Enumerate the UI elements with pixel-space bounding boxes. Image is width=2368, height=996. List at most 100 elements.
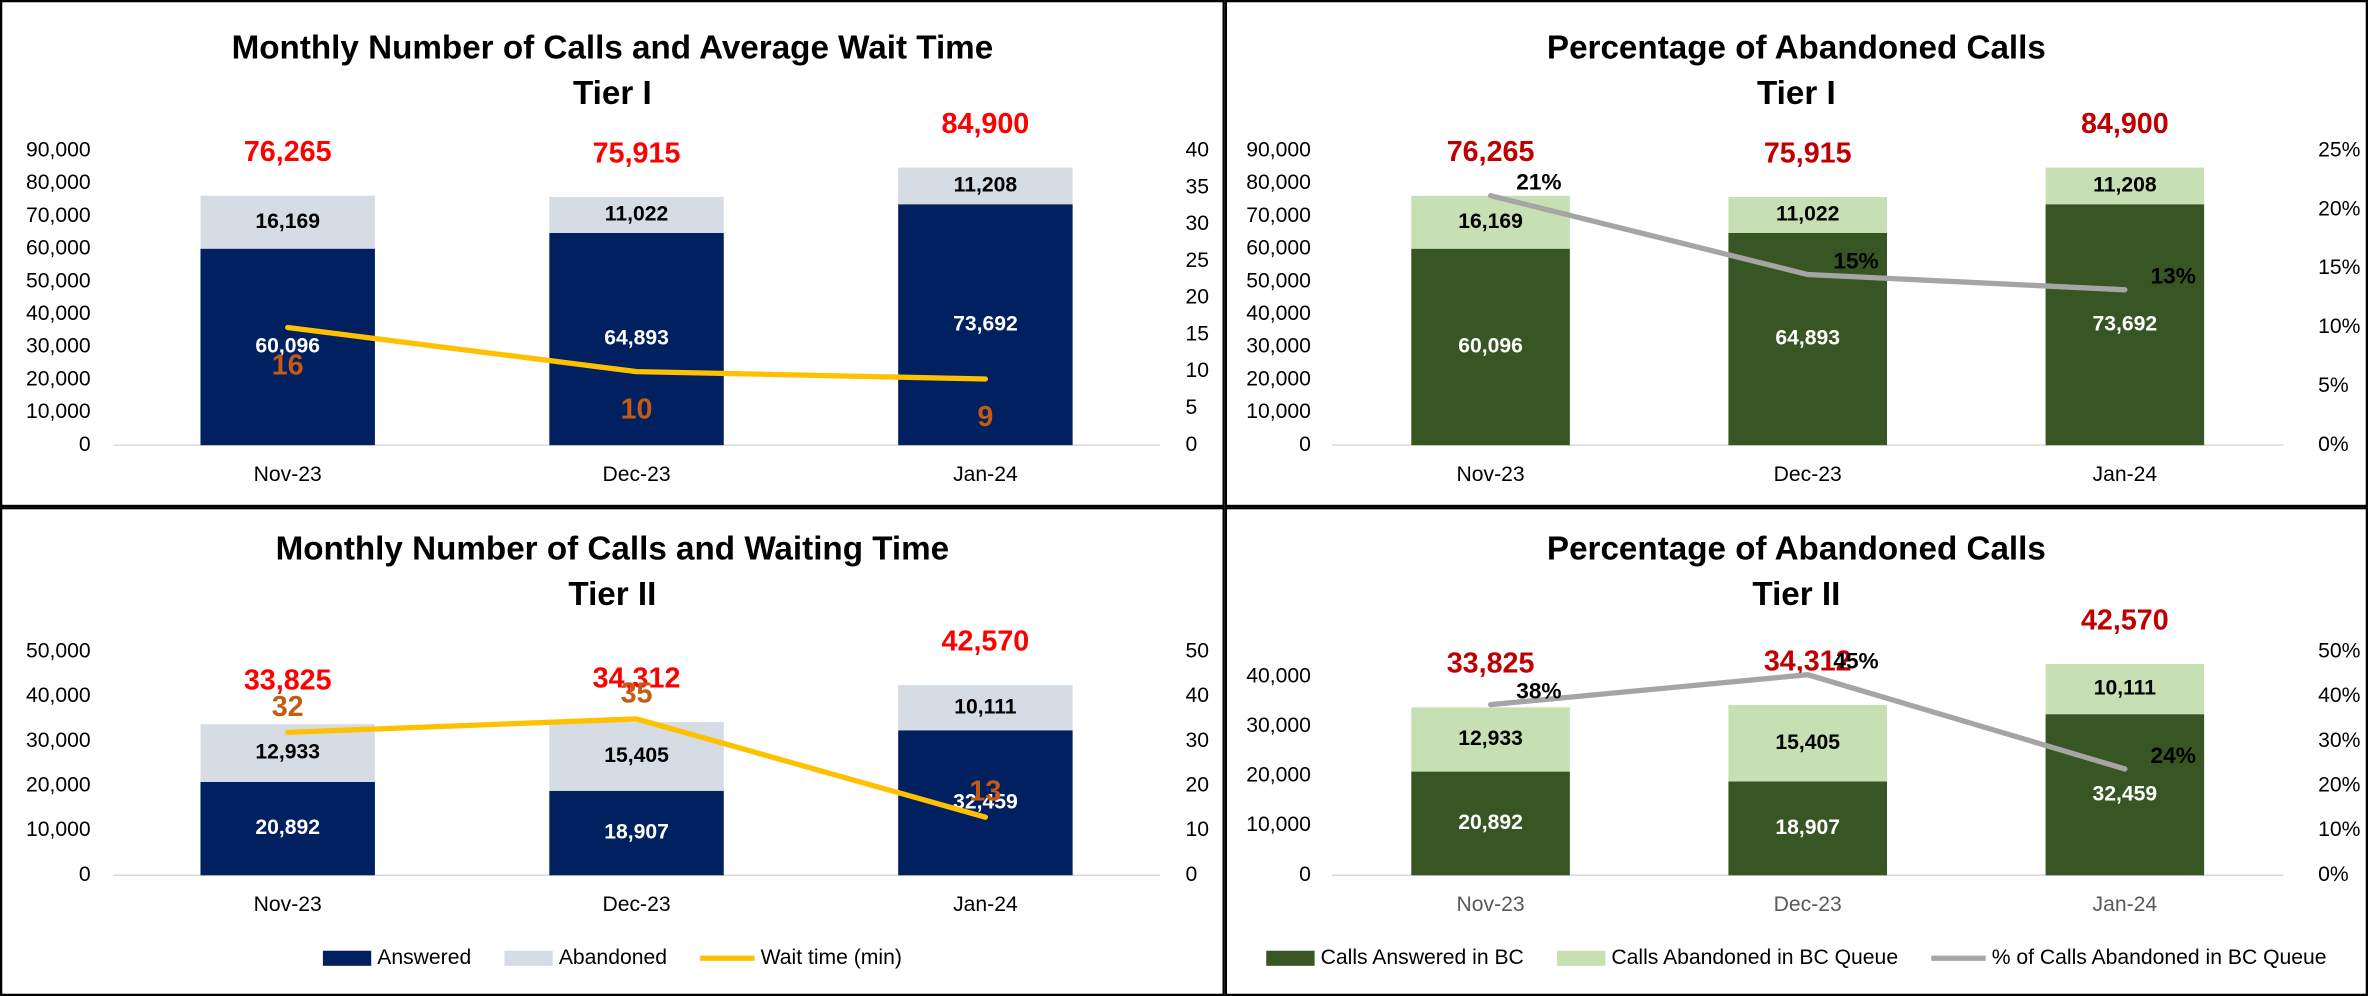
bar-segment bbox=[1728, 233, 1887, 446]
y-tick-label: 20,000 bbox=[26, 774, 91, 797]
y-tick-label: 0 bbox=[79, 863, 91, 886]
y2-tick-label: 5 bbox=[1186, 396, 1198, 419]
total-label: 34,312 bbox=[593, 662, 681, 694]
y-tick-label: 20,000 bbox=[1246, 367, 1311, 390]
y2-tick-label: 0 bbox=[1186, 863, 1198, 886]
bar-segment bbox=[898, 685, 1073, 731]
y-tick-label: 40,000 bbox=[1246, 664, 1311, 687]
line-value-label: 38% bbox=[1516, 679, 1561, 704]
y-tick-label: 60,000 bbox=[1246, 237, 1311, 260]
y2-tick-label: 15 bbox=[1186, 322, 1210, 345]
y2-tick-label: 0 bbox=[1186, 433, 1198, 456]
bar-value-label: 12,933 bbox=[255, 741, 320, 764]
bar-value-label: 60,096 bbox=[255, 335, 320, 358]
chart-subtitle: Tier II bbox=[568, 576, 656, 613]
bar-value-label: 16,169 bbox=[255, 210, 320, 233]
x-tick-label: Nov-23 bbox=[1457, 463, 1525, 486]
line-series bbox=[285, 324, 989, 382]
bar-segment bbox=[1411, 195, 1570, 249]
chart-panel: Monthly Number of Calls and Average Wait… bbox=[0, 0, 1225, 508]
bar-segment bbox=[2045, 204, 2205, 446]
y-tick-label: 70,000 bbox=[26, 204, 91, 227]
line-value-label: 35 bbox=[621, 677, 653, 709]
bar-segment bbox=[549, 790, 724, 876]
bar-value-label: 60,096 bbox=[1458, 335, 1523, 358]
total-label: 33,825 bbox=[1447, 648, 1535, 680]
bar-value-label: 18,907 bbox=[604, 821, 669, 844]
line-series bbox=[1487, 192, 2128, 293]
bar-segment bbox=[2045, 663, 2205, 715]
x-tick-label: Nov-23 bbox=[254, 463, 322, 486]
legend-label: Calls Answered in BC bbox=[1321, 946, 1524, 969]
panel-border bbox=[0, 507, 1225, 996]
panel-border bbox=[1224, 0, 2368, 508]
chart-subtitle: Tier II bbox=[1752, 576, 1840, 613]
x-tick-label: Jan-24 bbox=[2093, 893, 2158, 916]
y-tick-label: 90,000 bbox=[1246, 138, 1311, 161]
y-tick-label: 80,000 bbox=[26, 171, 91, 194]
x-tick-label: Dec-23 bbox=[602, 893, 670, 916]
chart-title: Monthly Number of Calls and Waiting Time bbox=[276, 531, 950, 568]
y-tick-label: 10,000 bbox=[1246, 813, 1311, 836]
x-tick-label: Dec-23 bbox=[1774, 893, 1842, 916]
bar-segment bbox=[200, 781, 375, 876]
y-tick-label: 90,000 bbox=[26, 138, 91, 161]
legend: Answered Abandoned Wait time (min) bbox=[322, 946, 902, 969]
x-tick-label: Nov-23 bbox=[254, 893, 322, 916]
y-tick-label: 40,000 bbox=[1246, 302, 1311, 325]
total-label: 84,900 bbox=[942, 108, 1030, 140]
x-tick-label: Jan-24 bbox=[2093, 463, 2158, 486]
chart-panel: Percentage of Abandoned Calls Tier II 0 10,… bbox=[1224, 507, 2368, 996]
legend-swatch bbox=[1266, 950, 1315, 966]
y-tick-label: 50,000 bbox=[1246, 269, 1311, 292]
total-label: 42,570 bbox=[942, 625, 1030, 657]
y-tick-label: 10,000 bbox=[26, 400, 91, 423]
y-tick-label: 70,000 bbox=[1246, 204, 1311, 227]
line-value-label: 15% bbox=[1833, 248, 1878, 273]
bar-value-label: 10,111 bbox=[2094, 677, 2157, 700]
bar-value-label: 18,907 bbox=[1775, 816, 1840, 839]
legend-swatch bbox=[504, 950, 553, 966]
bar-segment bbox=[200, 248, 375, 446]
y-tick-label: 30,000 bbox=[1246, 714, 1311, 737]
y-tick-label: 10,000 bbox=[1246, 400, 1311, 423]
bar-segment bbox=[200, 195, 375, 249]
panel-border bbox=[0, 0, 1225, 508]
total-label: 84,900 bbox=[2081, 108, 2169, 140]
total-label: 33,825 bbox=[244, 665, 332, 697]
legend-item: Answered bbox=[322, 946, 471, 969]
x-tick-label: Dec-23 bbox=[602, 463, 670, 486]
y2-tick-label: 40 bbox=[1186, 684, 1210, 707]
bar-value-label: 15,405 bbox=[1775, 731, 1840, 754]
total-label: 34,312 bbox=[1764, 645, 1852, 677]
line-series bbox=[285, 716, 989, 820]
y2-tick-label: 10 bbox=[1186, 818, 1210, 841]
chart-subtitle: Tier I bbox=[573, 75, 652, 112]
y2-tick-label: 50% bbox=[2318, 640, 2361, 663]
bar-value-label: 15,405 bbox=[604, 744, 669, 767]
legend: Calls Answered in BC Calls Abandoned in B… bbox=[1266, 946, 2327, 969]
x-tick-label: Jan-24 bbox=[953, 893, 1018, 916]
bar-value-label: 11,208 bbox=[954, 173, 1018, 196]
y-tick-label: 40,000 bbox=[26, 684, 91, 707]
y2-tick-label: 50 bbox=[1186, 640, 1210, 663]
y-tick-label: 80,000 bbox=[1246, 171, 1311, 194]
bar-value-label: 73,692 bbox=[953, 312, 1018, 335]
y-tick-label: 20,000 bbox=[26, 367, 91, 390]
y2-tick-label: 10% bbox=[2318, 818, 2361, 841]
bar-segment bbox=[1411, 248, 1570, 446]
panel-border bbox=[1224, 507, 2368, 996]
bar-value-label: 10,111 bbox=[954, 695, 1017, 718]
y2-tick-label: 30 bbox=[1186, 212, 1210, 235]
x-tick-label: Jan-24 bbox=[953, 463, 1018, 486]
bar-segment bbox=[1728, 781, 1887, 876]
y-tick-label: 50,000 bbox=[26, 269, 91, 292]
bar-value-label: 16,169 bbox=[1458, 210, 1523, 233]
line-value-label: 13 bbox=[969, 776, 1001, 808]
total-label: 76,265 bbox=[1447, 136, 1535, 168]
y2-tick-label: 20 bbox=[1186, 774, 1210, 797]
y2-tick-label: 30% bbox=[2318, 729, 2361, 752]
legend-label: Calls Abandoned in BC Queue bbox=[1611, 946, 1898, 969]
bar-value-label: 32,459 bbox=[2093, 782, 2158, 805]
y2-tick-label: 40% bbox=[2318, 684, 2361, 707]
